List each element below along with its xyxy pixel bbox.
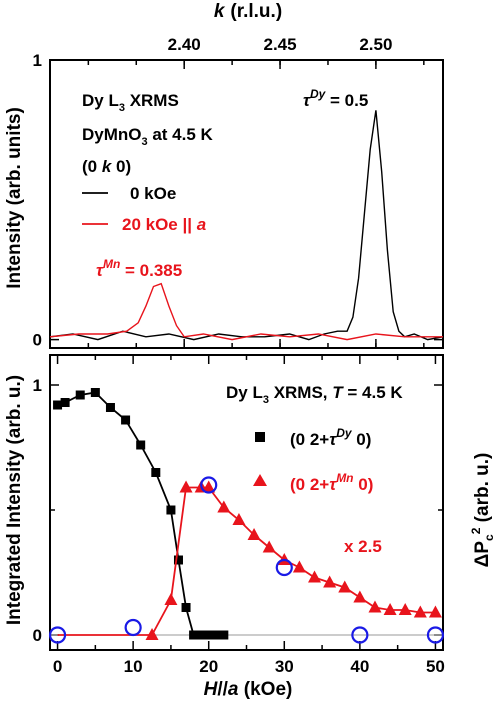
bottom-xtick-label: 10 xyxy=(124,657,143,676)
bottom-annotation-title: Dy L3 XRMS, T = 4.5 K xyxy=(226,383,403,406)
dy-point xyxy=(53,400,63,410)
mn-point xyxy=(262,540,276,553)
tau-dy-label: τDy = 0.5 xyxy=(303,87,368,110)
mn-point xyxy=(398,603,412,615)
mn-point xyxy=(292,560,306,573)
dy-point xyxy=(204,630,214,640)
bottom-xtick-label: 30 xyxy=(275,657,294,676)
mn-point xyxy=(383,603,397,615)
dy-point xyxy=(136,440,146,450)
dy-point xyxy=(189,630,199,640)
dpc2-point xyxy=(48,626,67,644)
dy-point xyxy=(181,603,191,612)
top-ytick-label: 0 xyxy=(33,331,42,350)
dy-point xyxy=(90,388,100,397)
mn-point xyxy=(217,500,231,513)
bottom-xtick-label: 0 xyxy=(53,657,62,676)
dy-point xyxy=(166,505,176,515)
dpc2-point xyxy=(124,618,142,637)
bottom-xtick-label: 50 xyxy=(426,657,445,676)
bottom-xlabel: H//a (kOe) xyxy=(204,679,293,700)
top-plot-frame xyxy=(49,59,444,349)
dpc2-point xyxy=(426,626,445,644)
top-xtick-label: 2.50 xyxy=(359,35,392,54)
top-ytick-label: 1 xyxy=(33,51,42,70)
dpc2-point xyxy=(351,626,369,644)
top-annotation-line2: DyMnO3 at 4.5 K xyxy=(82,125,214,148)
top-panel: 2.40 2.45 2.50 0 1 k (r.l.u.) Intensity (arb.… xyxy=(4,1,444,350)
series-line-0koe xyxy=(49,110,444,341)
top-annotation-line1: Dy L3 XRMS xyxy=(82,91,179,114)
legend-label-20koe: 20 kOe || a xyxy=(122,215,206,234)
mn-fit-line xyxy=(57,486,436,636)
mn-point xyxy=(368,600,382,613)
top-annotation-line3: (0 k 0) xyxy=(82,157,131,176)
dy-point xyxy=(105,403,115,412)
scale-annotation: x 2.5 xyxy=(344,537,382,556)
top-axis-ticks: 2.40 2.45 2.50 0 1 xyxy=(33,35,443,350)
mn-point xyxy=(353,590,367,603)
dy-point xyxy=(173,555,183,565)
legend-label-mn: (0 2+τMn 0) xyxy=(290,471,373,494)
mn-point xyxy=(247,528,261,540)
mn-point xyxy=(202,480,216,493)
mn-point xyxy=(338,580,352,593)
dy-point xyxy=(151,468,161,477)
dy-point xyxy=(219,630,229,640)
mn-point xyxy=(145,628,159,640)
mn-point xyxy=(164,593,178,605)
bottom-xtick-label: 20 xyxy=(199,657,218,676)
legend-marker-dy xyxy=(255,432,265,442)
mn-point xyxy=(413,605,427,618)
bottom-axis-ticks: 0 10 20 30 40 50 0 1 xyxy=(33,355,445,676)
mn-point xyxy=(428,605,442,618)
mn-point xyxy=(232,513,246,525)
mn-point xyxy=(179,480,193,493)
dy-point xyxy=(75,390,85,400)
top-series-group xyxy=(49,110,444,341)
top-ylabel: Intensity (arb. units) xyxy=(4,107,25,289)
dpc2-point xyxy=(275,558,293,577)
bottom-ylabel: Integrated Intensity (arb. u.) xyxy=(4,375,25,625)
bottom-ytick-label: 1 xyxy=(33,376,42,395)
bottom-ytick-label: 0 xyxy=(33,626,42,645)
top-xlabel: k (r.l.u.) xyxy=(214,1,282,22)
legend-label-dy: (0 2+τDy 0) xyxy=(290,426,371,449)
bottom-xtick-label: 40 xyxy=(350,657,369,676)
mn-point xyxy=(308,570,322,583)
dy-point xyxy=(196,630,206,640)
dy-point xyxy=(60,398,70,407)
top-xtick-label: 2.40 xyxy=(168,35,201,54)
tau-mn-label: τMn = 0.385 xyxy=(96,257,182,280)
dpc2-point xyxy=(200,476,218,494)
dy-point xyxy=(121,415,131,425)
bottom-panel: 0 10 20 30 40 50 0 1 H//a (kOe) Integrated Inte… xyxy=(4,354,496,700)
bottom-series-group xyxy=(48,388,445,644)
bottom-ylabel-right: ΔPc2 (arb. u.) xyxy=(469,453,496,568)
series-line-20koe xyxy=(49,282,443,341)
legend-label-0koe: 0 kOe xyxy=(130,184,176,203)
legend-marker-mn xyxy=(253,474,267,486)
dy-point xyxy=(211,630,221,640)
top-xtick-label: 2.45 xyxy=(264,35,297,54)
mn-point xyxy=(323,575,337,588)
